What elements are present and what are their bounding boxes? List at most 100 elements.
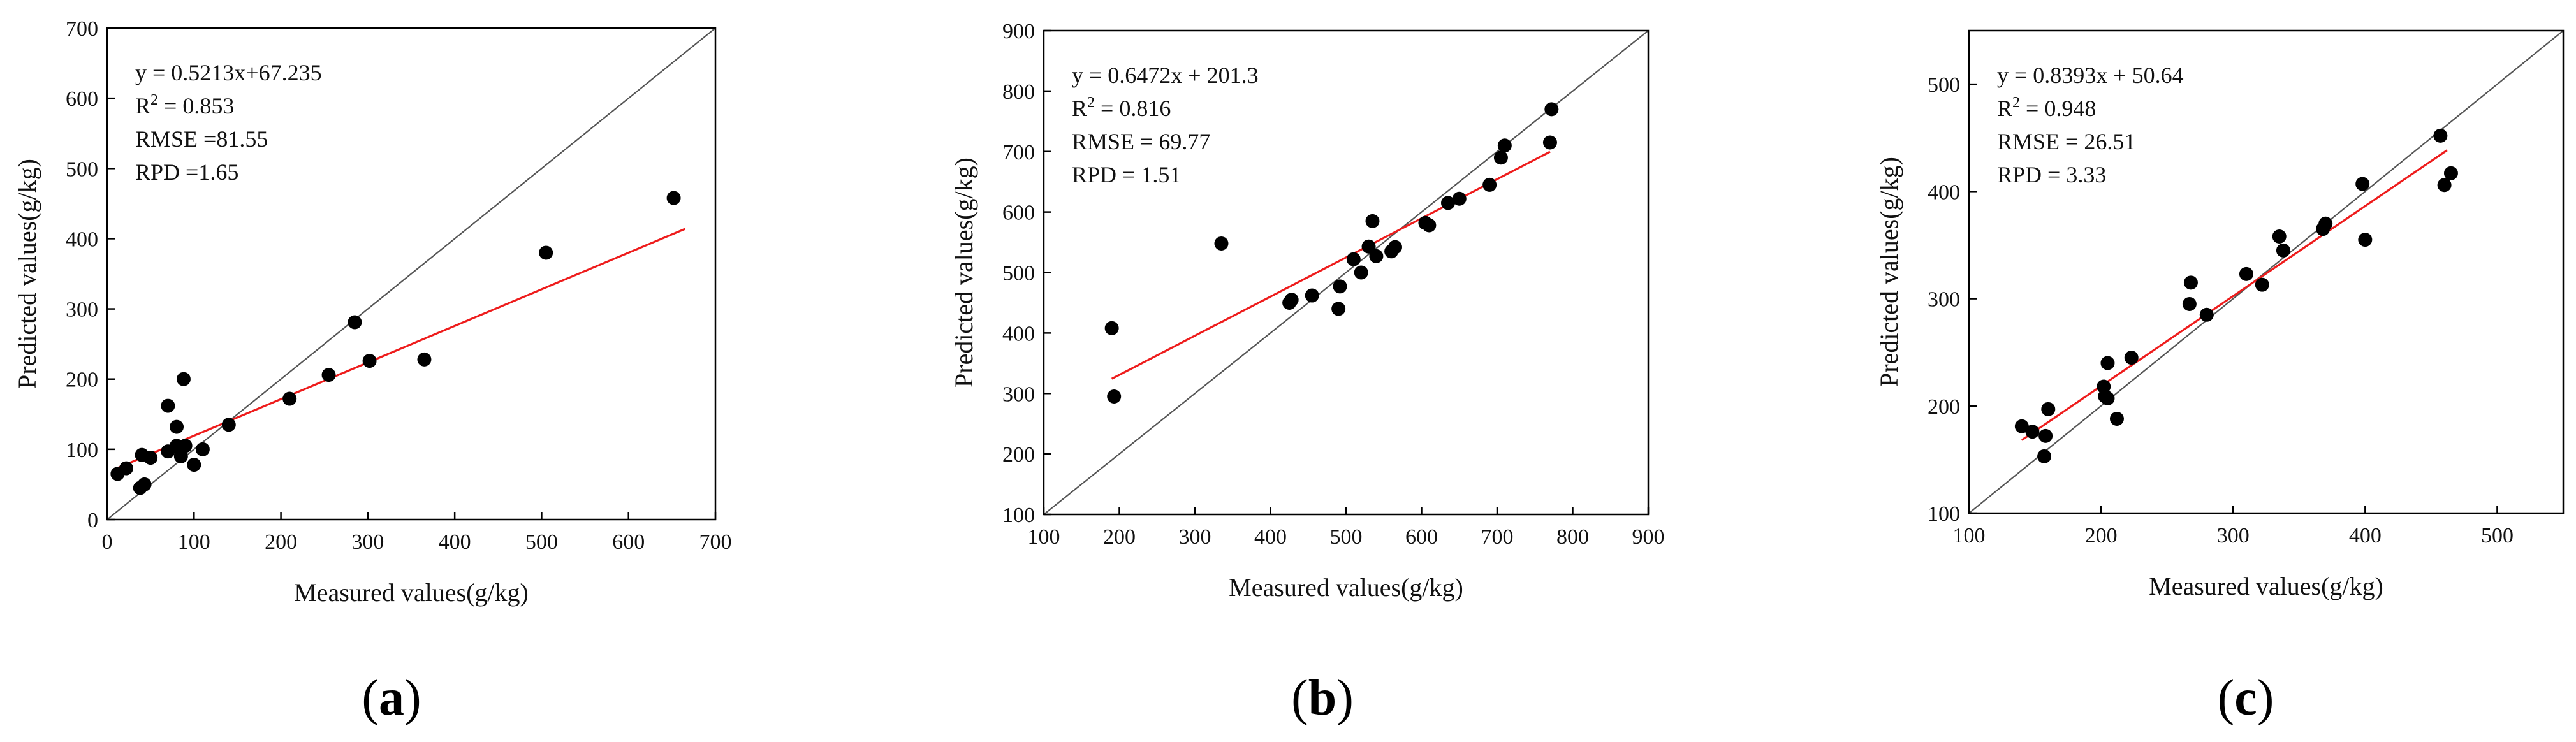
chart-c-point-23 bbox=[2437, 178, 2452, 193]
chart-b-r-squared: R2 = 0.816 bbox=[1072, 94, 1171, 121]
chart-b-point-23 bbox=[1544, 102, 1559, 117]
chart-c-point-14 bbox=[2239, 266, 2253, 281]
caption-c-open: ( bbox=[2217, 670, 2235, 726]
chart-b-point-6 bbox=[1331, 302, 1346, 316]
chart-c-point-0 bbox=[2014, 419, 2029, 433]
caption-a-close: ) bbox=[404, 670, 421, 726]
chart-a-xtick-label-2: 200 bbox=[265, 530, 297, 554]
chart-c-point-24 bbox=[2443, 166, 2458, 180]
chart-b-r-value: = 0.816 bbox=[1095, 96, 1171, 121]
chart-a-ytick-label-1: 100 bbox=[66, 439, 98, 462]
chart-b-point-12 bbox=[1369, 249, 1384, 263]
caption-a: (a) bbox=[328, 669, 455, 727]
chart-c-point-21 bbox=[2358, 233, 2373, 247]
chart-c-xtick-label-2: 300 bbox=[2217, 524, 2250, 548]
chart-b-point-18 bbox=[1452, 191, 1467, 206]
chart-a-r-value: = 0.853 bbox=[158, 93, 234, 119]
chart-a-point-6 bbox=[161, 398, 175, 413]
chart-c-fit-line bbox=[2021, 149, 2448, 441]
caption-a-open: ( bbox=[362, 670, 379, 726]
chart-c-identity-line bbox=[1969, 31, 2563, 513]
chart-a-point-21 bbox=[539, 245, 553, 260]
chart-c-point-9 bbox=[2109, 411, 2124, 426]
chart-b-xtick-label-3: 400 bbox=[1254, 525, 1287, 549]
chart-c-rmse: RMSE = 26.51 bbox=[1997, 129, 2135, 154]
chart-a-rmse: RMSE =81.55 bbox=[135, 126, 268, 152]
chart-a-point-18 bbox=[348, 315, 362, 330]
chart-a-ytick-label-5: 500 bbox=[66, 157, 98, 181]
chart-a-point-10 bbox=[173, 449, 188, 463]
chart-b-point-10 bbox=[1361, 239, 1376, 254]
chart-c-point-12 bbox=[2183, 275, 2198, 290]
chart-a-ytick-label-3: 300 bbox=[66, 298, 98, 322]
chart-a-xtick-label-7: 700 bbox=[699, 530, 732, 554]
chart-b-r-superscript: 2 bbox=[1087, 94, 1095, 111]
chart-a-point-14 bbox=[195, 442, 210, 456]
chart-c: 100 200 300 400 500 100 200 300 400 500 Measured v… bbox=[1875, 29, 2565, 600]
chart-c-ytick-label-3: 400 bbox=[1928, 180, 1960, 204]
chart-c-xtick-label-1: 200 bbox=[2085, 524, 2118, 548]
caption-b: (b) bbox=[1259, 669, 1386, 727]
chart-b-ytick-label-2: 300 bbox=[1002, 382, 1035, 406]
chart-c-xtick-label-3: 400 bbox=[2349, 524, 2382, 548]
chart-a-ytick-label-4: 400 bbox=[66, 228, 98, 251]
chart-a-xtick-label-1: 100 bbox=[178, 530, 210, 554]
chart-b-point-20 bbox=[1493, 150, 1508, 165]
chart-a-ytick-label-0: 0 bbox=[87, 509, 98, 532]
chart-c-xlabel: Measured values(g/kg) bbox=[2149, 572, 2383, 600]
chart-b-ytick-label-8: 900 bbox=[1002, 20, 1035, 43]
caption-c: (c) bbox=[2182, 669, 2309, 727]
chart-a-ytick-label-6: 600 bbox=[66, 87, 98, 111]
chart-b-point-4 bbox=[1284, 293, 1299, 307]
chart-b-ytick-label-7: 800 bbox=[1002, 80, 1035, 104]
chart-a-xtick-label-4: 400 bbox=[439, 530, 471, 554]
chart-c-equation: y = 0.8393x + 50.64 bbox=[1997, 62, 2184, 88]
chart-a-point-4 bbox=[137, 477, 152, 491]
chart-a-xlabel: Measured values(g/kg) bbox=[294, 578, 529, 607]
chart-a-r-superscript: 2 bbox=[150, 92, 158, 108]
chart-a-r-squared: R2 = 0.853 bbox=[135, 92, 234, 119]
chart-a-ytick-label-2: 200 bbox=[66, 368, 98, 392]
chart-c-ytick-label-2: 300 bbox=[1928, 288, 1960, 312]
caption-a-letter: a bbox=[379, 670, 404, 726]
chart-a-ytick-label-7: 700 bbox=[66, 17, 98, 41]
chart-a-point-22 bbox=[666, 191, 681, 205]
chart-b-xlabel: Measured values(g/kg) bbox=[1229, 573, 1463, 602]
chart-a-xtick-label-6: 600 bbox=[612, 530, 645, 554]
caption-b-close: ) bbox=[1336, 670, 1354, 726]
chart-c-xtick-label-0: 100 bbox=[1953, 524, 1986, 548]
chart-a-xtick-label-0: 0 bbox=[102, 530, 113, 554]
chart-c-point-15 bbox=[2255, 277, 2269, 292]
chart-a-point-5 bbox=[143, 451, 158, 465]
chart-c-r-letter: R bbox=[1997, 96, 2012, 121]
chart-c-frame bbox=[1968, 29, 2565, 514]
chart-c-point-2 bbox=[2037, 449, 2052, 463]
chart-b: 100 200 300 400 500 600 700 800 900 100 200 300 400 5… bbox=[949, 20, 1665, 602]
chart-b-rpd: RPD = 1.51 bbox=[1072, 162, 1181, 187]
chart-c-point-16 bbox=[2272, 229, 2287, 244]
chart-a-ylabel: Predicted values(g/kg) bbox=[13, 159, 41, 389]
chart-a-point-11 bbox=[176, 372, 191, 386]
chart-b-point-21 bbox=[1497, 138, 1512, 153]
chart-c-rpd: RPD = 3.33 bbox=[1997, 162, 2106, 187]
chart-a-point-1 bbox=[119, 461, 133, 476]
chart-a-point-19 bbox=[362, 354, 377, 368]
caption-c-letter: c bbox=[2234, 670, 2257, 726]
chart-b-point-2 bbox=[1214, 236, 1229, 251]
chart-b-point-17 bbox=[1440, 196, 1455, 210]
chart-a-equation: y = 0.5213x+67.235 bbox=[135, 60, 322, 85]
chart-c-point-7 bbox=[2100, 391, 2115, 406]
chart-b-xtick-label-4: 500 bbox=[1330, 525, 1363, 549]
chart-a-point-12 bbox=[178, 439, 193, 453]
chart-b-point-16 bbox=[1422, 218, 1437, 233]
chart-b-xtick-label-8: 900 bbox=[1632, 525, 1665, 549]
chart-b-r-letter: R bbox=[1072, 96, 1087, 121]
chart-b-xtick-label-1: 200 bbox=[1103, 525, 1136, 549]
chart-b-ytick-label-4: 500 bbox=[1002, 262, 1035, 286]
chart-b-point-7 bbox=[1333, 279, 1347, 294]
chart-a-point-16 bbox=[282, 391, 297, 406]
chart-c-r-value: = 0.948 bbox=[2020, 96, 2096, 121]
chart-b-xtick-label-0: 100 bbox=[1028, 525, 1060, 549]
chart-b-point-0 bbox=[1104, 321, 1119, 335]
chart-a-rpd: RPD =1.65 bbox=[135, 159, 238, 185]
